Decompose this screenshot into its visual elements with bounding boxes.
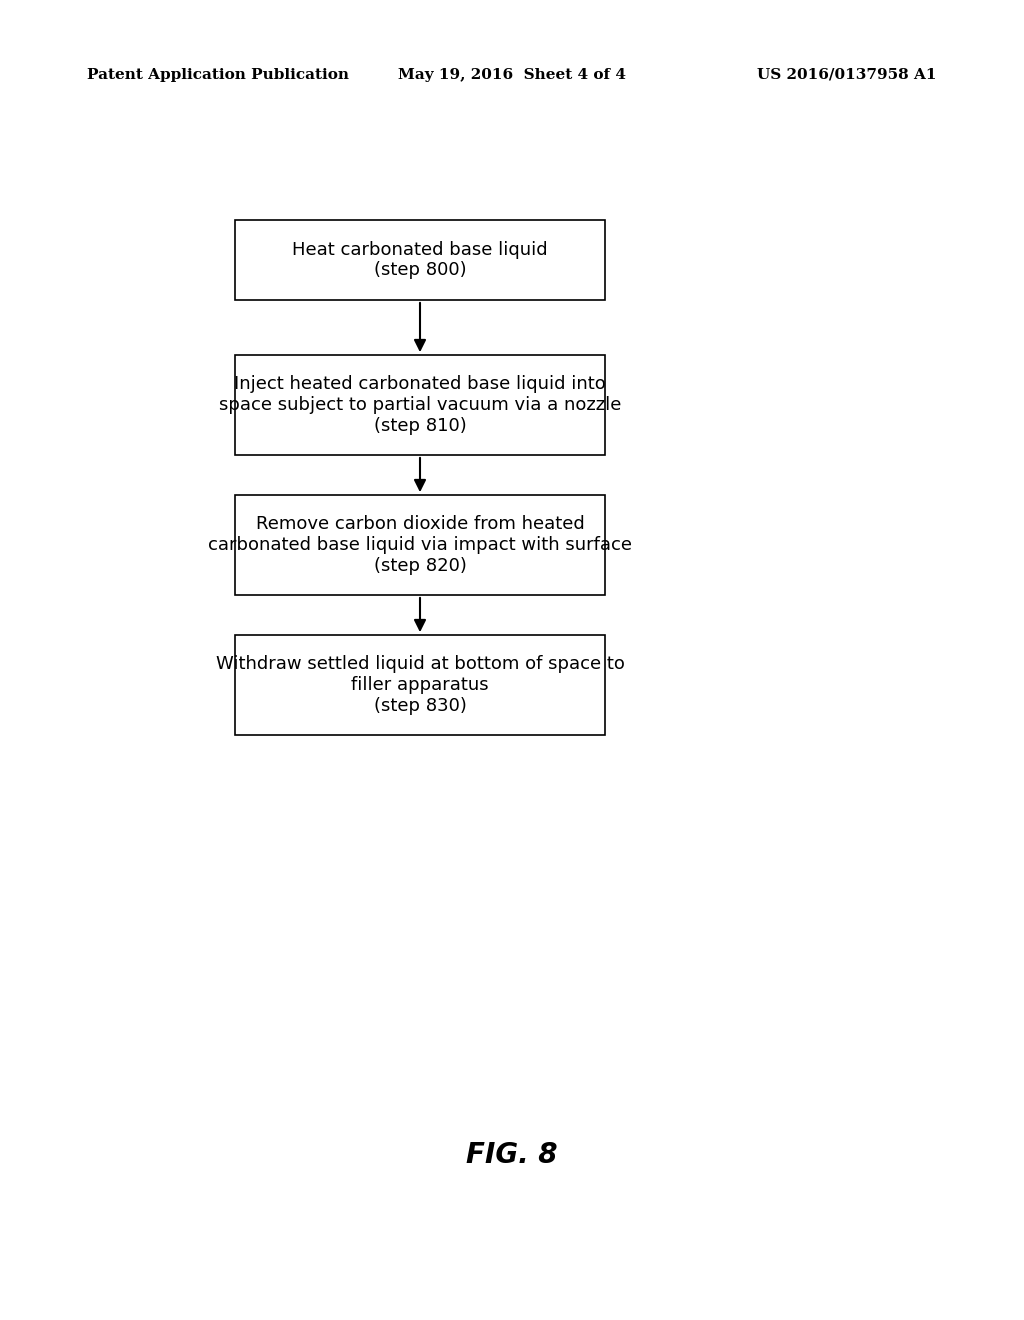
- Text: US 2016/0137958 A1: US 2016/0137958 A1: [758, 69, 937, 82]
- Text: Inject heated carbonated base liquid into
space subject to partial vacuum via a : Inject heated carbonated base liquid int…: [219, 375, 622, 434]
- Bar: [234, 355, 605, 455]
- Bar: [234, 220, 605, 300]
- Text: Withdraw settled liquid at bottom of space to
filler apparatus
(step 830): Withdraw settled liquid at bottom of spa…: [216, 655, 625, 715]
- Bar: [234, 495, 605, 595]
- Text: Remove carbon dioxide from heated
carbonated base liquid via impact with surface: Remove carbon dioxide from heated carbon…: [208, 515, 632, 574]
- Text: May 19, 2016  Sheet 4 of 4: May 19, 2016 Sheet 4 of 4: [398, 69, 626, 82]
- Text: Patent Application Publication: Patent Application Publication: [87, 69, 349, 82]
- Bar: [234, 635, 605, 735]
- Text: Heat carbonated base liquid
(step 800): Heat carbonated base liquid (step 800): [292, 240, 548, 280]
- Text: FIG. 8: FIG. 8: [466, 1140, 558, 1170]
